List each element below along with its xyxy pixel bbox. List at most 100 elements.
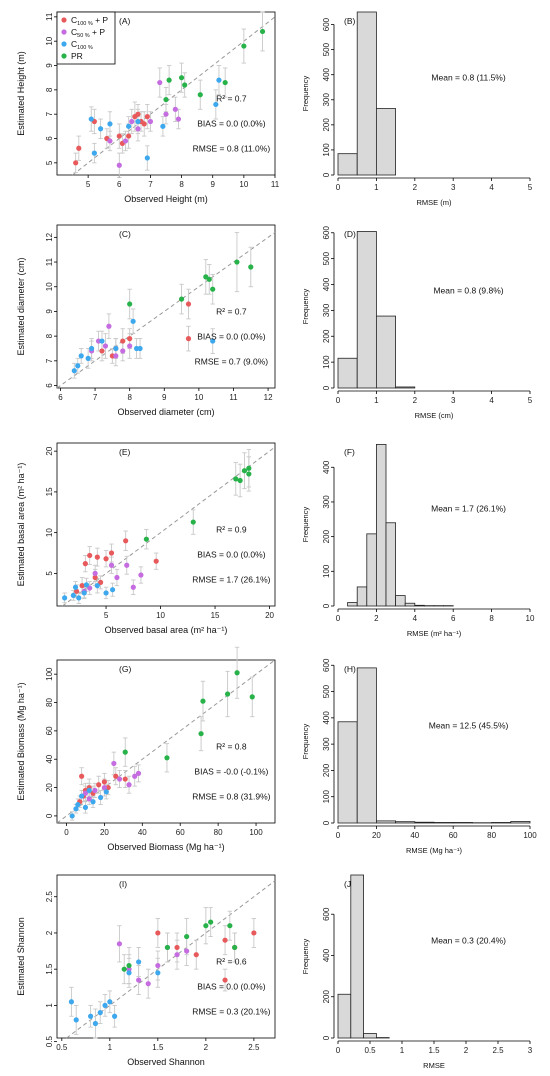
y-tick-label: 300 <box>322 737 331 751</box>
x-tick-label: 80 <box>487 831 496 840</box>
data-point <box>147 118 154 125</box>
y-axis-title: Estimated Shannon <box>16 917 26 996</box>
data-point <box>79 773 85 779</box>
y-tick-label: 40 <box>45 754 54 763</box>
data-point <box>86 796 92 802</box>
data-point <box>90 799 96 805</box>
data-point <box>113 773 119 779</box>
y-axis-title: Frequency <box>301 507 310 543</box>
data-point <box>132 773 138 779</box>
x-tick-label: 5 <box>104 611 109 620</box>
y-tick-label: 5 <box>45 160 54 165</box>
data-point <box>92 1020 99 1027</box>
data-point <box>126 133 132 139</box>
y-tick-label: 300 <box>322 303 331 317</box>
data-point <box>111 760 117 767</box>
data-point <box>225 691 231 697</box>
y-axis-title: Frequency <box>301 76 310 112</box>
data-point <box>210 338 216 344</box>
data-point <box>98 579 104 585</box>
data-point <box>248 264 254 270</box>
data-point <box>102 1002 108 1009</box>
x-axis-title: RMSE (Mg ha⁻¹) <box>406 846 463 855</box>
panel-label: (J) <box>344 879 354 889</box>
y-tick-label: 9 <box>45 63 54 68</box>
data-point <box>233 476 239 482</box>
y-tick-label: 300 <box>322 495 331 509</box>
data-point <box>107 121 113 127</box>
data-point <box>241 468 248 474</box>
x-tick-label: 100 <box>523 831 537 840</box>
data-point <box>185 301 192 307</box>
data-point <box>234 259 240 265</box>
y-tick-label: 500 <box>322 251 331 265</box>
data-point <box>153 558 159 564</box>
data-point <box>73 806 79 812</box>
x-axis-title: RMSE <box>423 1061 445 1070</box>
y-axis-title: Estimated Biomass (Mg ha⁻¹) <box>16 682 26 800</box>
data-point <box>94 554 100 560</box>
x-tick-label: 20 <box>100 828 109 837</box>
x-tick-label: 7 <box>93 393 98 402</box>
data-point <box>222 79 228 86</box>
data-point <box>126 123 132 129</box>
scatter-panel: 0 20 40 60 80 100 0 20 40 60 80 100 Observed Biomass… <box>16 646 276 852</box>
data-point <box>87 585 93 591</box>
mean-label: Mean = 0.8 (9.8%) <box>433 285 503 295</box>
data-point <box>136 959 142 965</box>
data-point <box>113 353 119 359</box>
data-point <box>99 348 105 354</box>
plot-frame <box>56 11 276 176</box>
histogram-bar <box>452 822 473 824</box>
data-point <box>120 338 126 344</box>
histogram-bar <box>491 822 512 824</box>
y-tick-label: 6 <box>45 383 54 388</box>
y-axis-title: Estimated Height (m) <box>16 51 26 136</box>
legend-label: C100 % + P <box>71 15 108 27</box>
histogram-bar <box>356 11 377 176</box>
data-point <box>101 784 107 791</box>
y-axis-title: Estimated diameter (cm) <box>16 257 26 355</box>
x-tick-label: 4 <box>489 396 494 405</box>
data-point <box>73 1017 79 1023</box>
legend-label: PR <box>71 51 83 61</box>
data-point <box>75 363 81 369</box>
y-tick-label: 0.5 <box>45 1036 54 1048</box>
data-point <box>129 118 135 125</box>
data-point <box>122 749 128 755</box>
histogram-bar <box>363 1033 377 1039</box>
data-point <box>123 538 129 544</box>
data-point <box>246 471 252 477</box>
data-point <box>98 794 104 801</box>
panel-label: (E) <box>119 447 131 457</box>
y-tick-label: 15 <box>45 487 54 496</box>
histogram-panel: 0 1 2 3 4 5 0 100 200 300 400 500 600 RMSE (m) Frequen… <box>301 11 533 207</box>
x-tick-label: 2 <box>464 1046 469 1055</box>
data-point <box>251 930 257 936</box>
y-tick-label: 11 <box>45 12 54 21</box>
data-point <box>69 813 75 819</box>
histogram-bar <box>375 820 396 824</box>
legend-marker <box>61 53 67 59</box>
data-point <box>74 588 80 594</box>
x-tick-label: 10 <box>526 614 535 623</box>
x-tick-label: 6 <box>58 393 63 402</box>
one-to-one-line <box>56 232 276 389</box>
data-point <box>108 550 115 556</box>
data-point <box>135 118 141 125</box>
rmse-label: RMSE = 0.3 (20.1%) <box>192 1007 270 1017</box>
y-tick-label: 600 <box>322 658 331 672</box>
data-point <box>124 562 130 568</box>
data-point <box>198 731 204 737</box>
x-tick-label: 60 <box>449 831 458 840</box>
data-point <box>109 587 116 593</box>
panel-label: (F) <box>344 447 355 457</box>
data-point <box>71 368 77 374</box>
y-tick-label: 400 <box>322 948 331 962</box>
x-tick-label: 0.5 <box>364 1046 376 1055</box>
x-tick-label: 0 <box>336 614 341 623</box>
y-tick-label: 600 <box>322 907 331 921</box>
bias-label: BIAS = 0.0 (0.0%) <box>197 119 265 129</box>
y-tick-label: 200 <box>322 118 331 132</box>
data-point <box>216 77 222 83</box>
